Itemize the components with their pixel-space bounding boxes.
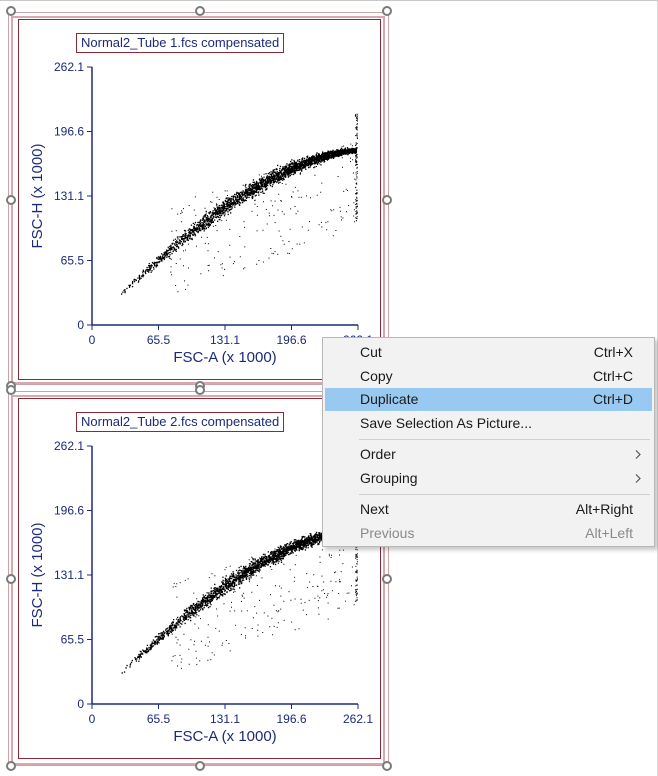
selection-edge	[11, 16, 385, 18]
y-axis-label: FSC-H (x 1000)	[29, 143, 46, 248]
x-tick-label: 131.1	[210, 333, 240, 347]
resize-handle-right[interactable]	[382, 195, 392, 205]
x-tick-label: 0	[89, 333, 96, 347]
y-tick-label: 196.6	[54, 125, 84, 139]
menu-item-shortcut: Alt+Right	[575, 501, 633, 517]
y-tick-label: 131.1	[54, 189, 84, 203]
y-tick-label: 262.1	[54, 60, 84, 74]
resize-handle-bottom-right[interactable]	[382, 761, 392, 771]
menu-item-grouping[interactable]: Grouping	[325, 467, 652, 490]
y-ticks: 262.1 196.6 131.1 65.5 0	[54, 439, 92, 711]
menu-item-label: Duplicate	[360, 391, 419, 407]
context-menu: Cut Ctrl+X Copy Ctrl+C Duplicate Ctrl+D …	[322, 337, 655, 547]
y-axis-label: FSC-H (x 1000)	[29, 522, 46, 627]
x-tick-label: 65.5	[147, 712, 171, 726]
panel-inner-frame	[18, 19, 381, 380]
menu-item-duplicate[interactable]: Duplicate Ctrl+D	[325, 388, 652, 411]
y-tick-label: 65.5	[61, 254, 85, 268]
x-axis-label: FSC-A (x 1000)	[173, 728, 276, 745]
menu-separator	[359, 494, 650, 495]
resize-handle-right[interactable]	[382, 574, 392, 584]
x-axis-label: FSC-A (x 1000)	[173, 349, 276, 366]
resize-handle-top-left[interactable]	[6, 6, 16, 16]
plot-title: Normal2_Tube 1.fcs compensated	[76, 33, 285, 53]
menu-item-shortcut: Alt+Left	[585, 525, 633, 541]
y-tick-label: 196.6	[54, 504, 84, 518]
event-dots	[121, 113, 358, 295]
x-ticks: 0 65.5 131.1 196.6 262.1	[89, 704, 373, 726]
y-tick-label: 262.1	[54, 439, 84, 453]
event-dot-cloud	[121, 113, 358, 295]
x-tick-label: 196.6	[276, 712, 306, 726]
y-tick-label: 0	[77, 318, 84, 332]
y-ticks: 262.1 196.6 131.1 65.5 0	[54, 60, 92, 332]
menu-item-label: Copy	[360, 368, 393, 384]
chevron-right-icon	[635, 443, 642, 474]
y-tick-label: 131.1	[54, 568, 84, 582]
menu-item-cut[interactable]: Cut Ctrl+X	[325, 341, 652, 364]
selection-edge	[11, 395, 385, 397]
x-tick-label: 131.1	[210, 712, 240, 726]
dot-plot-2: 262.1 196.6 131.1 65.5 0 0 65.5 131.1 19…	[29, 439, 373, 745]
x-tick-label: 196.6	[276, 333, 306, 347]
resize-handle-bottom[interactable]	[195, 761, 205, 771]
x-tick-label: 65.5	[147, 333, 171, 347]
menu-item-previous[interactable]: Previous Alt+Left	[325, 522, 652, 545]
resize-handle-top[interactable]	[195, 385, 205, 395]
resize-handle-top-right[interactable]	[382, 6, 392, 16]
resize-handle-top[interactable]	[195, 6, 205, 16]
menu-item-label: Cut	[360, 344, 382, 360]
x-tick-label: 0	[89, 712, 96, 726]
menu-item-label: Order	[360, 446, 396, 462]
menu-item-label: Next	[360, 501, 389, 517]
menu-item-next[interactable]: Next Alt+Right	[325, 498, 652, 521]
menu-item-shortcut: Ctrl+C	[592, 368, 633, 384]
y-tick-label: 65.5	[61, 633, 85, 647]
resize-handle-bottom-left[interactable]	[6, 761, 16, 771]
menu-separator	[359, 439, 650, 440]
chevron-right-icon	[635, 467, 642, 498]
x-tick-label: 262.1	[343, 712, 373, 726]
menu-item-save-selection-as-picture[interactable]: Save Selection As Picture...	[325, 412, 652, 435]
menu-item-order[interactable]: Order	[325, 443, 652, 466]
panel-inner-frame	[18, 398, 381, 759]
y-tick-label: 0	[77, 697, 84, 711]
resize-handle-left[interactable]	[6, 574, 16, 584]
menu-item-copy[interactable]: Copy Ctrl+C	[325, 365, 652, 388]
menu-item-label: Save Selection As Picture...	[360, 415, 532, 431]
menu-item-label: Grouping	[360, 470, 418, 486]
resize-handle-top-left[interactable]	[6, 385, 16, 395]
menu-item-label: Previous	[360, 525, 415, 541]
dot-plot-1: 262.1 196.6 131.1 65.5 0 0 65.5 131.1 19…	[29, 60, 373, 366]
resize-handle-left[interactable]	[6, 195, 16, 205]
menu-item-shortcut: Ctrl+D	[592, 391, 633, 407]
plot-title: Normal2_Tube 2.fcs compensated	[76, 412, 285, 432]
menu-item-shortcut: Ctrl+X	[593, 344, 633, 360]
